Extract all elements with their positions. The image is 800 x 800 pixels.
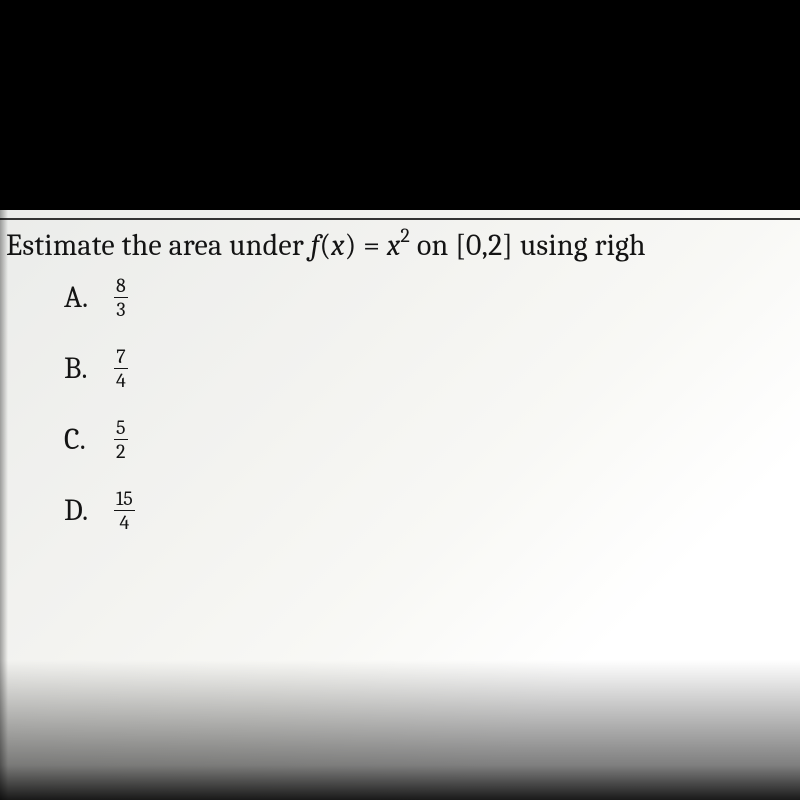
using-text: using righ — [513, 228, 646, 263]
choice-d[interactable]: D. 15 4 — [64, 488, 800, 533]
interval: [0,2] — [455, 228, 513, 263]
answer-choices: A. 8 3 B. 7 4 C. 5 — [0, 263, 800, 533]
denominator-c: 2 — [114, 441, 127, 462]
choice-a[interactable]: A. 8 3 — [64, 275, 800, 320]
open-paren: ( — [319, 228, 331, 263]
numerator-c: 5 — [114, 417, 128, 438]
choice-b[interactable]: B. 7 4 — [64, 346, 800, 391]
numerator-a: 8 — [114, 275, 128, 296]
fraction-b: 7 4 — [114, 346, 128, 391]
close-paren: ) — [345, 228, 357, 263]
choice-label-c: C. — [64, 422, 98, 457]
question-prefix: Estimate the area under — [6, 228, 311, 263]
choice-c[interactable]: C. 5 2 — [64, 417, 800, 462]
choice-label-d: D. — [64, 493, 98, 528]
denominator-a: 3 — [114, 299, 127, 320]
math-x-1: x — [331, 228, 345, 263]
math-x-2: x — [387, 228, 401, 263]
screen: Estimate the area under f(x) = x2 on [0,… — [0, 0, 800, 800]
equals: = — [356, 228, 386, 263]
on-text: on — [410, 228, 455, 263]
numerator-d: 15 — [114, 488, 135, 509]
exponent-2: 2 — [400, 224, 410, 247]
denominator-b: 4 — [114, 370, 128, 391]
numerator-b: 7 — [114, 346, 127, 367]
fraction-d: 15 4 — [114, 488, 135, 533]
fraction-a: 8 3 — [114, 275, 128, 320]
paper-region: Estimate the area under f(x) = x2 on [0,… — [0, 210, 800, 800]
denominator-d: 4 — [117, 512, 131, 533]
question-text: Estimate the area under f(x) = x2 on [0,… — [0, 220, 800, 263]
choice-label-a: A. — [64, 280, 98, 315]
fraction-c: 5 2 — [114, 417, 128, 462]
choice-label-b: B. — [64, 351, 98, 386]
